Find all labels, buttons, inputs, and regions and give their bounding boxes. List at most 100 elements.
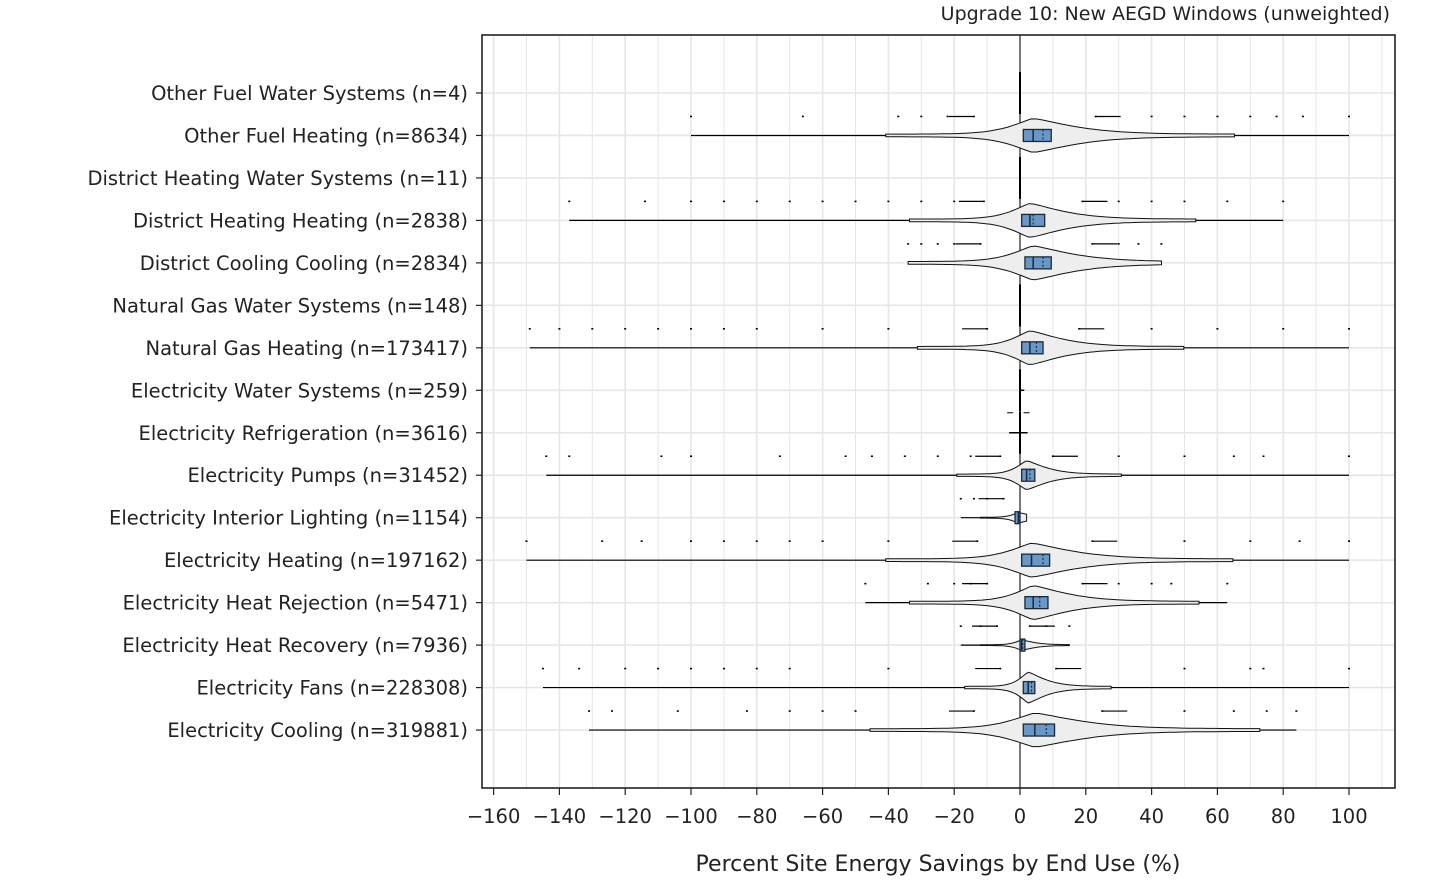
y-tick-label: District Cooling Cooling (n=2834) — [140, 252, 468, 275]
outlier-point — [525, 540, 528, 542]
outlier-point — [1101, 710, 1104, 712]
outlier-point — [690, 667, 692, 670]
x-axis: −160 −140 −120 −100 −80 −60 −40 −20 0 20 40 60 80 100 — [467, 788, 1368, 828]
box-iqr — [1022, 723, 1056, 737]
outlier-point — [972, 115, 975, 118]
outlier-point — [788, 710, 791, 712]
outlier-point — [959, 497, 962, 500]
box-iqr — [1014, 511, 1021, 525]
box-iqr — [1022, 128, 1052, 143]
y-tick-label: Electricity Fans (n=228308) — [196, 677, 468, 700]
x-tick-label: −40 — [868, 805, 909, 828]
outlier-point — [1226, 582, 1229, 585]
outlier-point — [690, 328, 692, 330]
x-tick-label: −80 — [736, 805, 777, 828]
outlier-point — [690, 455, 692, 458]
outlier-point — [788, 667, 791, 670]
outlier-point — [601, 540, 604, 542]
violin-group — [959, 497, 1028, 525]
outlier-point — [1078, 328, 1081, 330]
x-axis-label: Percent Site Energy Savings by End Use (… — [696, 852, 1181, 877]
outlier-point — [640, 540, 643, 542]
outlier-point — [972, 710, 975, 712]
outlier-point — [611, 710, 614, 712]
outlier-point — [1117, 200, 1120, 203]
outlier-point — [887, 667, 890, 670]
outlier-point — [1295, 710, 1298, 712]
outlier-point — [1249, 540, 1252, 542]
outlier-point — [722, 200, 725, 203]
outlier-point — [1348, 667, 1350, 670]
outlier-point — [660, 455, 663, 458]
outlier-point — [624, 667, 627, 670]
x-tick-label: −120 — [598, 805, 652, 828]
plot-frame — [481, 34, 1396, 789]
outlier-point — [1051, 455, 1054, 458]
outlier-point — [864, 582, 867, 585]
y-tick-label: Electricity Pumps (n=31452) — [187, 464, 468, 487]
y-tick-label: Other Fuel Heating (n=8634) — [184, 124, 468, 147]
violins — [525, 72, 1350, 748]
outlier-point — [1282, 200, 1285, 203]
outlier-point — [690, 200, 692, 203]
outlier-point — [1170, 582, 1173, 585]
outlier-point — [936, 455, 939, 458]
outlier-point — [755, 200, 758, 203]
x-tick-label: 0 — [1014, 805, 1026, 828]
y-tick-label: Electricity Heat Recovery (n=7936) — [122, 634, 468, 657]
box-iqr — [1020, 468, 1036, 482]
y-tick-label: Natural Gas Water Systems (n=148) — [112, 294, 468, 317]
outlier-point — [1282, 328, 1285, 330]
box-iqr — [1022, 680, 1036, 695]
outlier-point — [982, 200, 985, 203]
violin-group — [907, 243, 1163, 281]
outlier-point — [755, 540, 758, 542]
outlier-point — [986, 328, 989, 330]
outlier-point — [1091, 540, 1094, 542]
outlier-point — [1028, 625, 1031, 627]
box-iqr — [1024, 595, 1049, 610]
outlier-point — [1150, 115, 1153, 118]
outlier-point — [1081, 200, 1084, 203]
violin-body — [908, 585, 1200, 620]
outlier-point — [755, 328, 758, 330]
y-axis: Other Fuel Water Systems (n=4) Other Fuel… — [88, 82, 482, 742]
outlier-point — [946, 115, 949, 118]
outlier-point — [972, 497, 975, 500]
outlier-point — [1226, 200, 1229, 203]
outlier-point — [1137, 243, 1140, 245]
outlier-point — [887, 328, 890, 330]
outlier-point — [821, 328, 824, 330]
outlier-point — [528, 328, 531, 330]
violin-body — [964, 671, 1112, 704]
outlier-point — [976, 540, 979, 542]
outlier-point — [1094, 115, 1097, 118]
outlier-point — [722, 540, 725, 542]
grid-lines — [482, 35, 1395, 788]
outlier-point — [953, 200, 956, 203]
y-tick-label: District Heating Water Systems (n=11) — [88, 167, 469, 190]
violin-body — [908, 203, 1197, 238]
outlier-point — [1249, 115, 1252, 118]
outlier-point — [1298, 540, 1301, 542]
x-tick-label: −100 — [664, 805, 718, 828]
y-tick-label: Natural Gas Heating (n=173417) — [145, 337, 468, 360]
outlier-point — [986, 582, 989, 585]
outlier-point — [995, 625, 998, 627]
violin-group — [864, 582, 1229, 620]
violin-body — [869, 713, 1261, 748]
outlier-point — [1216, 115, 1219, 118]
outlier-point — [1160, 243, 1163, 245]
outlier-point — [568, 455, 571, 458]
violin-group — [588, 710, 1298, 748]
outlier-point — [676, 710, 679, 712]
y-tick-label: Electricity Water Systems (n=259) — [131, 379, 468, 402]
outlier-point — [1150, 582, 1153, 585]
outlier-point — [1183, 455, 1186, 458]
outlier-point — [854, 200, 857, 203]
y-tick-label: Electricity Heat Rejection (n=5471) — [123, 592, 468, 615]
violin-group — [959, 625, 1071, 652]
outlier-point — [897, 115, 900, 118]
x-tick-label: −140 — [533, 805, 587, 828]
